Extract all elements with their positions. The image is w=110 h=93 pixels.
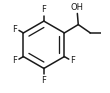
Text: OH: OH <box>71 3 84 12</box>
Text: F: F <box>12 56 17 65</box>
Text: F: F <box>12 25 17 34</box>
Text: F: F <box>71 56 75 65</box>
Text: F: F <box>41 76 46 85</box>
Text: F: F <box>41 5 46 14</box>
